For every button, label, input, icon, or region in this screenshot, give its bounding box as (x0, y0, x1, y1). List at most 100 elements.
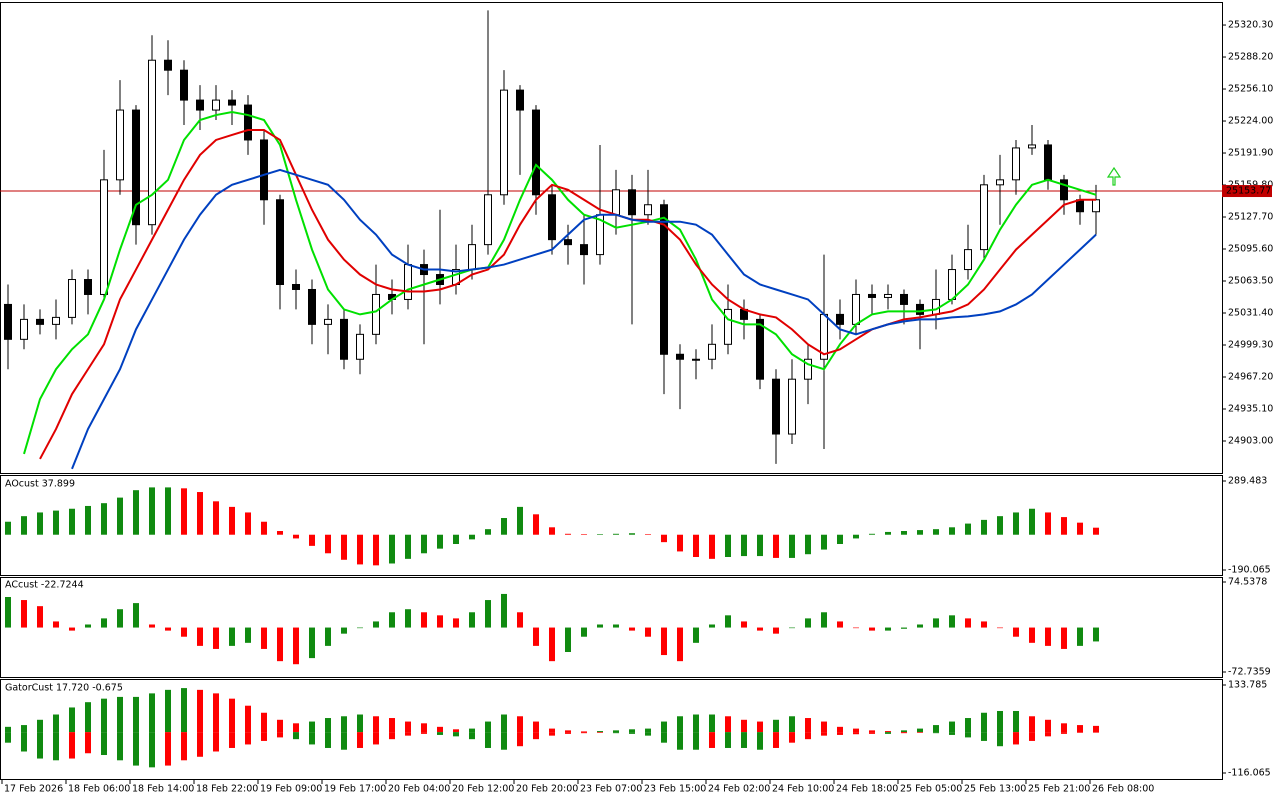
candle-body (788, 378, 796, 435)
indicator-title: AOcust 37.899 (5, 479, 75, 490)
histogram-bar (469, 534, 475, 540)
histogram-bar (165, 732, 171, 766)
marks: 25320.30 25288.20 25256.10 25224.00 25191.90… (0, 10, 1273, 795)
candle-body (532, 109, 540, 196)
histogram-bar (5, 521, 11, 535)
candle-body (996, 179, 1004, 186)
ac-panel (0, 577, 1223, 678)
histogram-bar (229, 732, 235, 748)
histogram-bar (869, 627, 875, 631)
y-tick-label: 25031.40 (1228, 308, 1273, 319)
candle-body (292, 283, 300, 290)
histogram-bar (309, 732, 315, 745)
histogram-bar (629, 729, 635, 733)
histogram-bar (885, 732, 891, 734)
histogram-bar (117, 609, 123, 628)
histogram-bar (581, 534, 587, 535)
histogram-bar (853, 534, 859, 539)
histogram-bar (709, 534, 715, 559)
histogram-bar (373, 716, 379, 733)
histogram-bar (805, 618, 811, 628)
x-tick-label: 23 Feb 15:00 (644, 784, 706, 795)
histogram-bar (549, 527, 555, 535)
histogram-bar (501, 593, 507, 628)
x-tick-label: 18 Feb 06:00 (68, 784, 130, 795)
candle-body (580, 244, 588, 256)
candle-body (36, 318, 44, 325)
histogram-bar (549, 728, 555, 733)
histogram-bar (101, 618, 107, 628)
histogram-bar (453, 732, 459, 737)
histogram-bar (421, 732, 427, 734)
histogram-bar (69, 732, 75, 759)
candle-body (276, 199, 284, 285)
x-tick-label: 24 Feb 02:00 (708, 784, 770, 795)
histogram-bar (341, 627, 347, 634)
histogram-bar (1093, 732, 1099, 733)
histogram-bar (565, 627, 571, 652)
histogram-bar (229, 698, 235, 733)
histogram-bar (421, 534, 427, 554)
y-tick-label: 25063.50 (1228, 276, 1273, 287)
candle-body (772, 378, 780, 435)
histogram-bar (933, 618, 939, 628)
histogram-bar (181, 732, 187, 761)
candle-body (708, 343, 716, 360)
histogram-bar (437, 534, 443, 549)
histogram-bar (341, 534, 347, 560)
histogram-bar (725, 534, 731, 557)
histogram-bar (149, 693, 155, 733)
histogram-bar (821, 732, 827, 736)
candle-body (804, 358, 812, 380)
histogram-bar (1093, 725, 1099, 733)
histogram-bar (293, 534, 299, 539)
histogram-bar (533, 721, 539, 733)
histogram-bar (21, 516, 27, 535)
histogram-bar (69, 508, 75, 535)
histogram-bar (229, 627, 235, 646)
histogram-bar (933, 725, 939, 733)
histogram-bar (325, 627, 331, 646)
histogram-bar (453, 618, 459, 628)
candle-body (868, 293, 876, 298)
histogram-bar (885, 731, 891, 733)
histogram-bar (885, 531, 891, 535)
candle-body (484, 194, 492, 246)
current-price-label: 25153.77 (1226, 186, 1271, 197)
histogram-bar (853, 732, 859, 735)
histogram-bar (613, 624, 619, 628)
histogram-bar (741, 719, 747, 733)
candle-body (564, 239, 572, 246)
histogram-bar (453, 534, 459, 545)
histogram-bar (133, 696, 139, 733)
histogram-bar (405, 609, 411, 628)
histogram-bar (101, 732, 107, 756)
histogram-bar (197, 689, 203, 733)
histogram-bar (757, 721, 763, 733)
histogram-bar (901, 730, 907, 733)
candle-body (548, 194, 556, 241)
histogram-bar (149, 487, 155, 535)
histogram-bar (21, 732, 27, 752)
histogram-bar (53, 510, 59, 535)
histogram-bar (901, 732, 907, 734)
histogram-bar (1029, 716, 1035, 733)
histogram-bar (245, 705, 251, 733)
candle-body (676, 353, 684, 360)
y-tick-label: 24903.00 (1228, 435, 1273, 446)
histogram-bar (597, 731, 603, 733)
histogram-bar (437, 726, 443, 733)
histogram-bar (165, 627, 171, 631)
histogram-bar (485, 600, 491, 628)
y-tick-label: 133.785 (1228, 680, 1267, 691)
histogram-bar (197, 492, 203, 535)
histogram-bar (789, 716, 795, 733)
histogram-bar (389, 718, 395, 733)
histogram-bar (1045, 732, 1051, 737)
histogram-bar (133, 732, 139, 766)
histogram-bar (389, 534, 395, 564)
histogram-bar (709, 624, 715, 628)
histogram-bar (533, 732, 539, 740)
histogram-bar (917, 732, 923, 733)
